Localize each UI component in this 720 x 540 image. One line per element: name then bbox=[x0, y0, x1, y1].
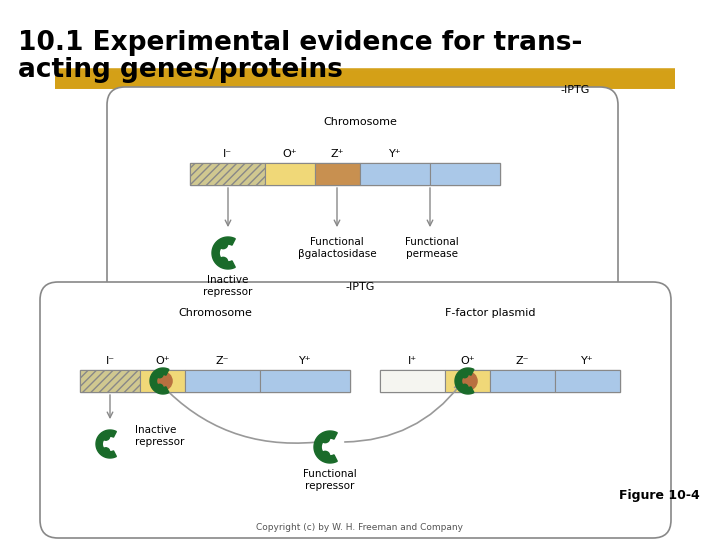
Bar bbox=[55, 77, 675, 84]
Bar bbox=[55, 77, 675, 83]
Text: Inactive
repressor: Inactive repressor bbox=[203, 275, 253, 296]
Bar bbox=[55, 76, 675, 84]
Bar bbox=[190, 163, 265, 185]
Bar bbox=[55, 80, 675, 86]
Bar bbox=[55, 77, 675, 85]
Text: Figure 10-4: Figure 10-4 bbox=[619, 489, 700, 502]
Bar bbox=[380, 370, 445, 392]
Text: Inactive
repressor: Inactive repressor bbox=[135, 425, 184, 447]
Text: -IPTG: -IPTG bbox=[561, 85, 590, 95]
Bar bbox=[55, 77, 675, 89]
Bar bbox=[80, 370, 140, 392]
Bar bbox=[55, 77, 675, 85]
Text: Chromosome: Chromosome bbox=[178, 308, 252, 318]
Text: O⁺: O⁺ bbox=[460, 356, 474, 366]
Bar bbox=[380, 370, 620, 392]
Polygon shape bbox=[212, 237, 235, 269]
Circle shape bbox=[156, 372, 163, 378]
Polygon shape bbox=[96, 430, 117, 458]
Bar bbox=[55, 69, 675, 81]
Bar bbox=[55, 74, 675, 85]
Bar bbox=[55, 76, 675, 89]
Bar bbox=[55, 78, 675, 86]
Bar bbox=[55, 71, 675, 84]
Circle shape bbox=[154, 372, 172, 390]
Bar bbox=[55, 79, 675, 86]
Circle shape bbox=[320, 451, 330, 460]
Text: Y⁺: Y⁺ bbox=[389, 149, 401, 159]
Bar bbox=[55, 76, 675, 89]
Text: Copyright (c) by W. H. Freeman and Company: Copyright (c) by W. H. Freeman and Compa… bbox=[256, 523, 464, 532]
Text: Y⁺: Y⁺ bbox=[581, 356, 594, 366]
Text: Functional
repressor: Functional repressor bbox=[303, 469, 357, 491]
Bar bbox=[140, 370, 185, 392]
Text: O⁺: O⁺ bbox=[283, 149, 297, 159]
Circle shape bbox=[462, 384, 468, 391]
Polygon shape bbox=[150, 368, 169, 394]
Text: Z⁻: Z⁻ bbox=[216, 356, 229, 366]
FancyBboxPatch shape bbox=[40, 282, 671, 538]
Bar bbox=[55, 78, 675, 86]
Text: -IPTG: -IPTG bbox=[346, 282, 374, 292]
Text: 10.1 Experimental evidence for trans-: 10.1 Experimental evidence for trans- bbox=[18, 30, 582, 56]
Bar bbox=[55, 71, 675, 84]
Bar bbox=[490, 370, 555, 392]
Bar bbox=[55, 68, 675, 82]
Bar bbox=[55, 71, 675, 83]
Bar bbox=[55, 76, 675, 88]
Bar bbox=[55, 75, 675, 84]
Bar bbox=[430, 163, 500, 185]
Text: acting genes/proteins: acting genes/proteins bbox=[18, 57, 343, 83]
Circle shape bbox=[156, 384, 163, 391]
Circle shape bbox=[320, 434, 330, 443]
Bar bbox=[445, 370, 490, 392]
Circle shape bbox=[102, 433, 109, 440]
Text: F-factor plasmid: F-factor plasmid bbox=[445, 308, 535, 318]
Bar bbox=[55, 73, 675, 85]
Bar bbox=[80, 370, 350, 392]
Bar bbox=[55, 77, 675, 84]
Bar bbox=[265, 163, 315, 185]
Bar bbox=[55, 72, 675, 86]
Circle shape bbox=[102, 448, 109, 456]
Circle shape bbox=[219, 240, 228, 249]
Bar bbox=[555, 370, 620, 392]
Text: I⁻: I⁻ bbox=[105, 356, 114, 366]
Bar bbox=[185, 370, 260, 392]
Polygon shape bbox=[314, 431, 337, 463]
Circle shape bbox=[462, 372, 468, 378]
Text: Functional
βgalactosidase: Functional βgalactosidase bbox=[297, 237, 377, 259]
Bar bbox=[55, 69, 675, 83]
Circle shape bbox=[459, 372, 477, 390]
Bar bbox=[55, 79, 675, 88]
Text: O⁺: O⁺ bbox=[156, 356, 170, 366]
Bar bbox=[55, 78, 675, 86]
Bar bbox=[55, 81, 675, 87]
Text: I⁺: I⁺ bbox=[408, 356, 417, 366]
Bar bbox=[55, 78, 675, 85]
Text: Z⁻: Z⁻ bbox=[516, 356, 529, 366]
Bar bbox=[260, 370, 350, 392]
Bar bbox=[55, 79, 675, 87]
Bar bbox=[315, 163, 360, 185]
Text: Functional
permease: Functional permease bbox=[405, 237, 459, 259]
Polygon shape bbox=[455, 368, 474, 394]
Circle shape bbox=[219, 258, 228, 266]
Bar bbox=[55, 75, 675, 82]
Bar bbox=[190, 163, 500, 185]
Bar bbox=[360, 163, 430, 185]
Text: Y⁺: Y⁺ bbox=[299, 356, 311, 366]
Text: Z⁺: Z⁺ bbox=[330, 149, 344, 159]
FancyBboxPatch shape bbox=[107, 87, 618, 383]
Text: Chromosome: Chromosome bbox=[323, 117, 397, 127]
Text: I⁻: I⁻ bbox=[223, 149, 232, 159]
